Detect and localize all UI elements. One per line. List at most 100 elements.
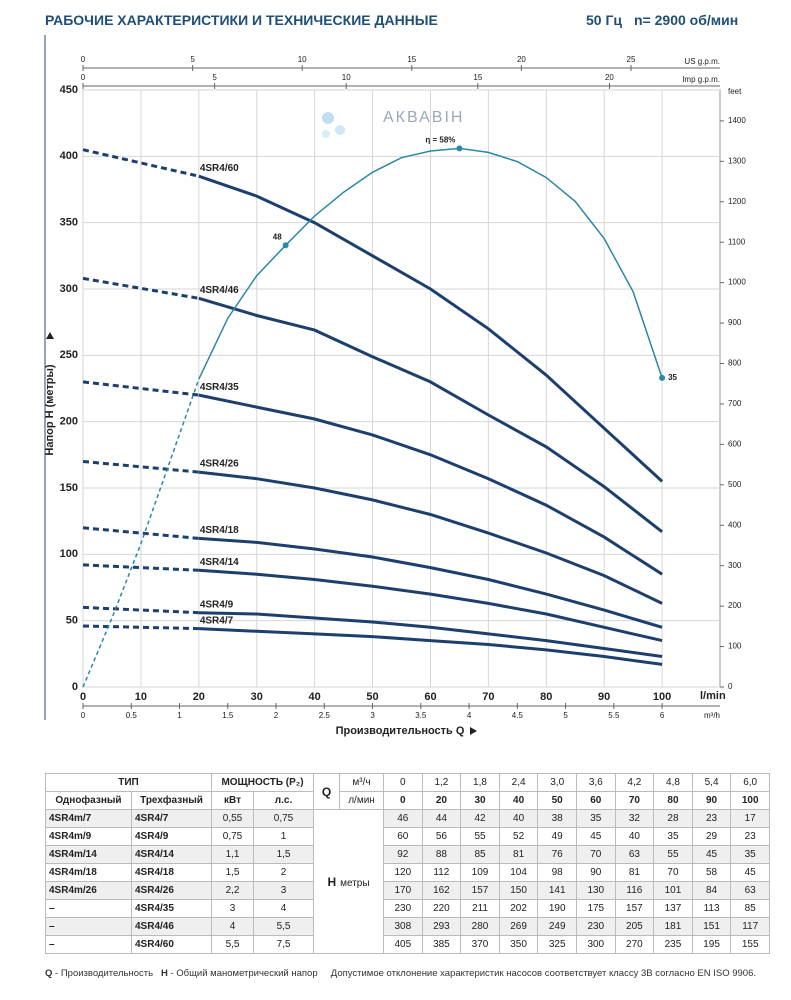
- head-value: 92: [383, 845, 423, 864]
- three-phase: 4SR4/46: [130, 917, 213, 936]
- head-value: 42: [460, 809, 500, 828]
- curve: [198, 296, 664, 533]
- three-phase: 4SR4/9: [130, 827, 213, 846]
- head-value: 40: [498, 809, 539, 828]
- y2-tick-label: 600: [728, 439, 742, 448]
- head-value: 113: [691, 899, 732, 918]
- x-tick-label: 80: [540, 691, 552, 703]
- header-cell: м³/ч: [339, 773, 385, 792]
- watermark: АКВАВІН: [383, 109, 464, 126]
- y-tick-label: 150: [60, 482, 78, 494]
- head-value: 23: [730, 827, 770, 846]
- three-phase: 4SR4/26: [130, 881, 213, 900]
- flow-m3h: 4,8: [653, 773, 693, 792]
- head-value: 308: [383, 917, 423, 936]
- flow-lmin: 80: [653, 791, 693, 810]
- head-value: 109: [460, 863, 500, 882]
- flow-lmin: 40: [498, 791, 539, 810]
- curve-label: 4SR4/9: [200, 599, 234, 610]
- head-value: 98: [537, 863, 577, 882]
- head-value: 293: [421, 917, 462, 936]
- efficiency-label: 48: [273, 232, 282, 241]
- y-tick-label: 350: [60, 217, 78, 229]
- head-value: 150: [498, 881, 539, 900]
- head-value: 202: [498, 899, 539, 918]
- y2-tick-label: 1300: [728, 156, 746, 165]
- y2-tick-label: 800: [728, 359, 742, 368]
- axis-tick-label: 15: [407, 55, 416, 64]
- header-cell: Q: [313, 773, 341, 810]
- y-tick-label: 200: [60, 416, 78, 428]
- axis-tick-label: 10: [342, 73, 351, 82]
- curve: [198, 568, 663, 643]
- axis-tick-label: 5: [563, 711, 568, 720]
- q-symbol: Q: [45, 968, 53, 979]
- three-phase: 4SR4/60: [130, 935, 213, 954]
- y2-tick-label: 1100: [728, 237, 746, 246]
- speed: n= 2900 об/мин: [634, 12, 739, 28]
- tolerance-note: Допустимое отклонение характеристик насо…: [330, 968, 756, 979]
- power-kw: 3: [211, 899, 255, 918]
- head-value: 141: [537, 881, 577, 900]
- x-tick-label: 100: [653, 691, 671, 703]
- h-text: - Общий манометрический напор: [170, 968, 318, 979]
- power-kw: 2,2: [211, 881, 255, 900]
- head-value: 249: [537, 917, 577, 936]
- data-row: –4SR4/46 4 5,5 308 293 280 269 249 230 205 181 151 1…: [45, 917, 770, 936]
- head-value: 162: [421, 881, 462, 900]
- head-value: 40: [614, 827, 655, 846]
- head-value: 35: [730, 845, 770, 864]
- efficiency-dashed: [82, 378, 200, 688]
- head-value: 370: [460, 935, 500, 954]
- single-phase: 4SR4m/7: [45, 809, 132, 828]
- header-cell: МОЩНОСТЬ (P₂): [211, 773, 315, 792]
- chart: Напор H (метры) Производительность Q АКВ…: [44, 35, 746, 737]
- header-cell: Однофазный: [45, 791, 132, 810]
- x-axis-title: Производительность Q: [336, 725, 465, 737]
- power-kw: 1,5: [211, 863, 255, 882]
- power-hp: 1,5: [253, 845, 315, 864]
- head-value: 52: [498, 827, 539, 846]
- head-value: 211: [460, 899, 500, 918]
- header-cell: ТИП: [44, 773, 213, 792]
- head-value: 230: [575, 917, 616, 936]
- curve-label: 4SR4/26: [200, 459, 239, 470]
- curve-label: 4SR4/18: [200, 525, 239, 536]
- head-value: 157: [460, 881, 500, 900]
- x-tick-label: 0: [80, 691, 86, 703]
- y2-tick-label: 400: [728, 520, 742, 529]
- head-value: 29: [691, 827, 732, 846]
- y-tick-label: 450: [60, 84, 78, 96]
- efficiency-label: η = 58%: [425, 135, 455, 144]
- power-hp: 2: [253, 863, 315, 882]
- head-value: 195: [691, 935, 732, 954]
- logo-bubble: [335, 125, 345, 135]
- y2-tick-label: 900: [728, 318, 742, 327]
- head-value: 35: [653, 827, 693, 846]
- curve: [198, 393, 663, 576]
- head-value: 230: [383, 899, 423, 918]
- flow-m3h: 4,2: [614, 773, 655, 792]
- flow-lmin: 0: [383, 791, 423, 810]
- head-value: 49: [537, 827, 577, 846]
- head-value: 28: [653, 809, 693, 828]
- curve: [198, 174, 664, 483]
- head-value: 157: [614, 899, 655, 918]
- y-tick-label: 100: [60, 548, 78, 560]
- head-value: 70: [653, 863, 693, 882]
- flow-lmin: 30: [460, 791, 500, 810]
- head-value: 220: [421, 899, 462, 918]
- flow-lmin: 50: [537, 791, 577, 810]
- axis-tick-label: 1: [177, 711, 182, 720]
- efficiency-point: [659, 374, 666, 381]
- flow-m3h: 3,6: [575, 773, 616, 792]
- axis-title: US g.p.m.: [684, 57, 720, 66]
- h-symbol: H: [160, 968, 168, 979]
- head-value: 55: [653, 845, 693, 864]
- flow-m3h: 6,0: [730, 773, 770, 792]
- single-phase: –: [45, 935, 132, 954]
- axis-tick-label: 15: [473, 73, 482, 82]
- axis-tick-label: 3.5: [415, 711, 427, 720]
